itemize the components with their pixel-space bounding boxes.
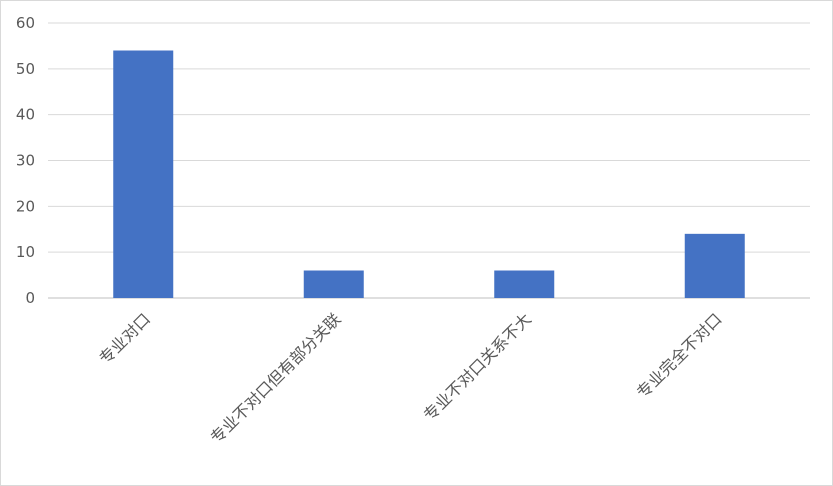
- bars: [113, 50, 745, 298]
- y-axis-ticks: 0 10 20 30 40 50 60: [16, 14, 35, 307]
- bar: [494, 270, 555, 298]
- y-tick-label: 0: [25, 289, 35, 307]
- y-tick-label: 60: [16, 14, 35, 32]
- x-tick-label: 专业不对口但有部分关联: [207, 309, 345, 447]
- gridlines: [48, 22, 810, 299]
- y-tick-label: 40: [16, 106, 35, 124]
- y-tick-label: 20: [16, 197, 35, 215]
- bar: [113, 50, 174, 298]
- bar: [684, 233, 745, 298]
- y-tick-label: 30: [16, 152, 35, 170]
- y-tick-label: 50: [16, 60, 35, 78]
- x-tick-label: 专业对口: [95, 309, 154, 368]
- bar: [303, 270, 364, 298]
- x-axis-labels: 专业对口 专业不对口但有部分关联 专业不对口关系不大 专业完全不对口: [95, 309, 725, 447]
- y-tick-label: 10: [16, 243, 35, 261]
- x-tick-label: 专业完全不对口: [633, 309, 726, 402]
- x-tick-label: 专业不对口关系不大: [420, 309, 535, 424]
